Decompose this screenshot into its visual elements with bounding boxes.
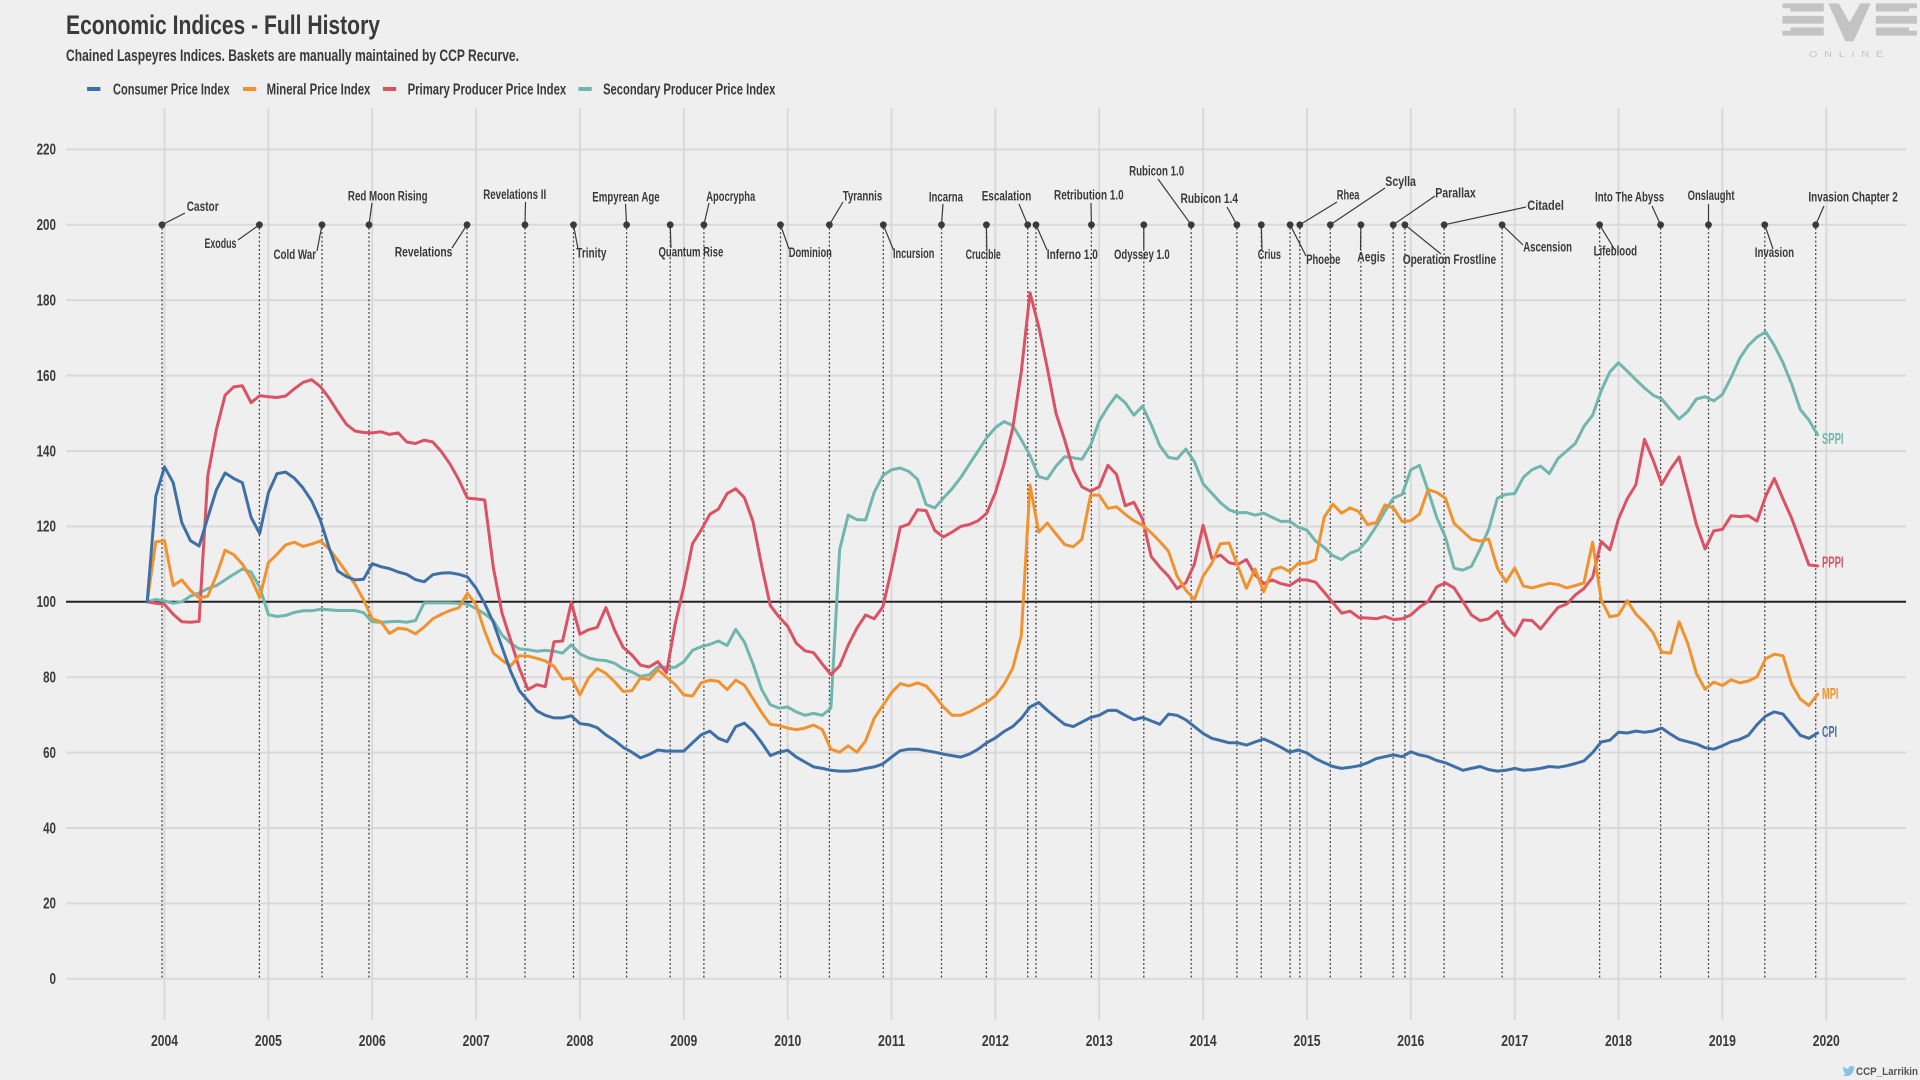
svg-text:Inferno 1.0: Inferno 1.0	[1047, 247, 1098, 262]
svg-text:Apocrypha: Apocrypha	[706, 189, 755, 204]
svg-text:80: 80	[43, 670, 56, 687]
svg-text:Crucible: Crucible	[966, 247, 1002, 262]
svg-text:Revelations: Revelations	[395, 245, 453, 260]
svg-text:Consumer Price Index: Consumer Price Index	[113, 82, 230, 99]
svg-text:2018: 2018	[1605, 1033, 1632, 1050]
svg-text:Primary Producer Price Index: Primary Producer Price Index	[408, 82, 567, 99]
svg-text:Invasion Chapter 2: Invasion Chapter 2	[1808, 190, 1897, 205]
svg-text:Empyrean Age: Empyrean Age	[592, 190, 660, 205]
svg-text:40: 40	[43, 820, 56, 837]
svg-text:Retribution 1.0: Retribution 1.0	[1054, 188, 1124, 203]
svg-text:2004: 2004	[151, 1033, 178, 1050]
svg-text:2020: 2020	[1813, 1033, 1840, 1050]
svg-text:Ascension: Ascension	[1523, 240, 1572, 255]
svg-text:Operation Frostline: Operation Frostline	[1403, 252, 1497, 267]
svg-text:Citadel: Citadel	[1527, 198, 1564, 213]
svg-text:Incarna: Incarna	[929, 189, 963, 204]
svg-text:Incursion: Incursion	[893, 246, 934, 261]
svg-text:120: 120	[37, 519, 56, 536]
svg-text:2009: 2009	[670, 1033, 697, 1050]
svg-text:Invasion: Invasion	[1755, 245, 1794, 260]
svg-text:Into The Abyss: Into The Abyss	[1595, 190, 1664, 205]
svg-text:ONLINE: ONLINE	[1809, 50, 1890, 59]
svg-text:PPPI: PPPI	[1822, 555, 1844, 572]
svg-text:2007: 2007	[463, 1033, 490, 1050]
svg-text:2006: 2006	[359, 1033, 386, 1050]
svg-text:Parallax: Parallax	[1435, 186, 1476, 201]
svg-text:180: 180	[37, 293, 56, 310]
svg-text:Lifeblood: Lifeblood	[1594, 244, 1637, 259]
svg-text:Aegis: Aegis	[1357, 250, 1385, 265]
svg-text:Cold War: Cold War	[274, 247, 317, 262]
svg-text:SPPI: SPPI	[1822, 431, 1844, 448]
svg-text:2017: 2017	[1501, 1033, 1528, 1050]
svg-text:Onslaught: Onslaught	[1688, 188, 1735, 203]
svg-text:160: 160	[37, 368, 56, 385]
svg-text:2011: 2011	[878, 1033, 905, 1050]
svg-text:2016: 2016	[1397, 1033, 1424, 1050]
svg-text:Phoebe: Phoebe	[1306, 252, 1341, 267]
svg-text:Trinity: Trinity	[576, 246, 606, 261]
svg-text:60: 60	[43, 745, 56, 762]
svg-text:Chained Laspeyres Indices. Bas: Chained Laspeyres Indices. Baskets are m…	[66, 47, 519, 65]
svg-text:CCP_Larrikin: CCP_Larrikin	[1856, 1066, 1918, 1078]
svg-text:Economic Indices - Full Histor: Economic Indices - Full History	[66, 10, 380, 40]
svg-text:2010: 2010	[774, 1033, 801, 1050]
svg-text:Revelations II: Revelations II	[483, 187, 546, 202]
svg-text:20: 20	[43, 896, 56, 913]
svg-text:Secondary Producer Price Index: Secondary Producer Price Index	[603, 82, 775, 99]
svg-text:0: 0	[50, 971, 57, 988]
svg-text:200: 200	[37, 217, 56, 234]
svg-text:Dominion: Dominion	[789, 245, 832, 260]
svg-text:Rhea: Rhea	[1337, 188, 1360, 203]
svg-text:2015: 2015	[1294, 1033, 1321, 1050]
svg-text:2005: 2005	[255, 1033, 282, 1050]
svg-text:Quantum Rise: Quantum Rise	[659, 245, 724, 260]
svg-text:2012: 2012	[982, 1033, 1009, 1050]
svg-text:Rubicon 1.0: Rubicon 1.0	[1129, 164, 1184, 179]
svg-text:MPI: MPI	[1822, 686, 1839, 703]
svg-text:Scylla: Scylla	[1385, 174, 1416, 189]
svg-text:Mineral Price Index: Mineral Price Index	[267, 82, 371, 99]
svg-text:Escalation: Escalation	[982, 189, 1032, 204]
svg-text:2008: 2008	[566, 1033, 593, 1050]
svg-text:140: 140	[37, 443, 56, 460]
svg-text:Crius: Crius	[1258, 247, 1281, 262]
svg-text:Odyssey 1.0: Odyssey 1.0	[1114, 247, 1170, 262]
svg-text:220: 220	[37, 142, 56, 159]
svg-text:2019: 2019	[1709, 1033, 1736, 1050]
svg-text:100: 100	[37, 594, 56, 611]
svg-text:Red Moon Rising: Red Moon Rising	[348, 189, 428, 204]
svg-text:Exodus: Exodus	[205, 236, 237, 251]
svg-text:2013: 2013	[1086, 1033, 1113, 1050]
svg-text:Castor: Castor	[187, 199, 219, 214]
svg-text:Tyrannis: Tyrannis	[843, 189, 883, 204]
svg-text:CPI: CPI	[1822, 724, 1837, 741]
svg-text:2014: 2014	[1190, 1033, 1217, 1050]
svg-text:Rubicon 1.4: Rubicon 1.4	[1181, 191, 1239, 206]
